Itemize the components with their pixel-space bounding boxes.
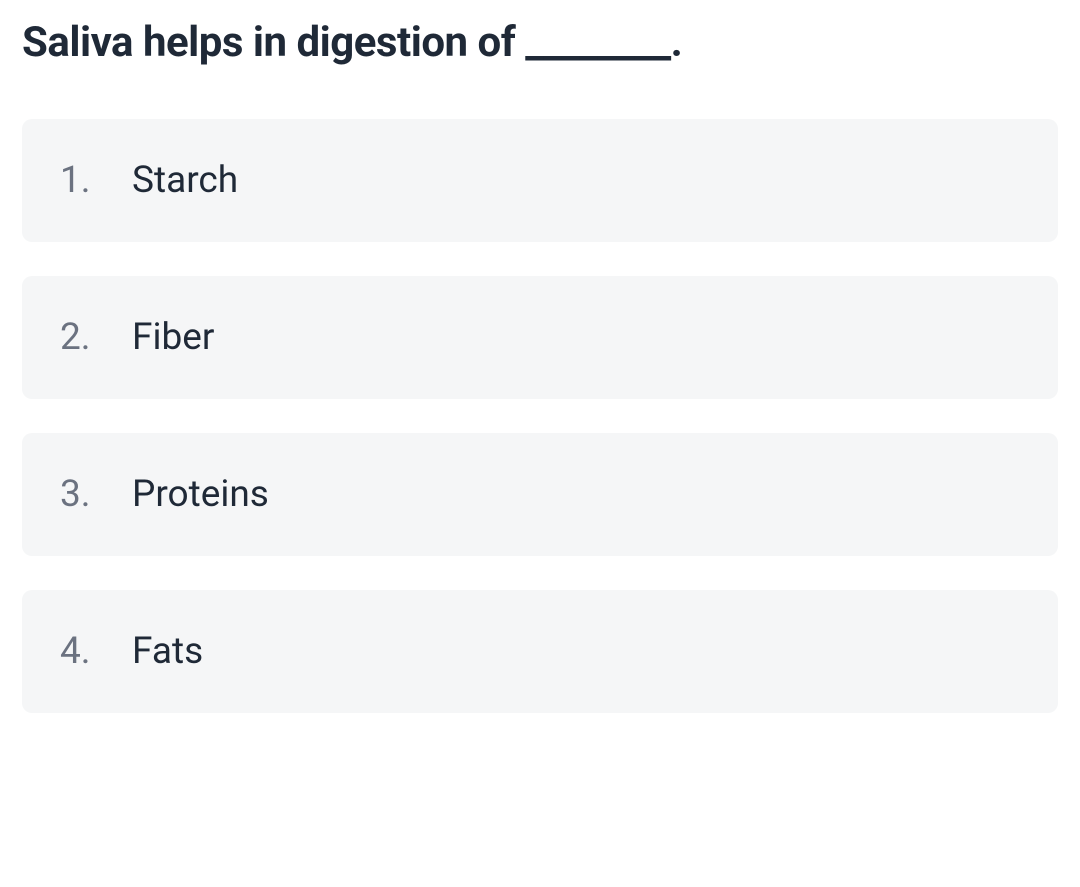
question-title: Saliva helps in digestion of ________. xyxy=(22,18,1058,67)
option-text: Fiber xyxy=(132,316,214,359)
option-item-2[interactable]: 2. Fiber xyxy=(22,276,1058,399)
options-list: 1. Starch 2. Fiber 3. Proteins 4. Fats xyxy=(22,119,1058,713)
option-item-3[interactable]: 3. Proteins xyxy=(22,433,1058,556)
option-text: Fats xyxy=(132,630,203,673)
option-text: Starch xyxy=(132,159,238,202)
option-item-1[interactable]: 1. Starch xyxy=(22,119,1058,242)
option-number: 2. xyxy=(60,316,132,359)
option-number: 3. xyxy=(60,473,132,516)
option-text: Proteins xyxy=(132,473,269,516)
option-item-4[interactable]: 4. Fats xyxy=(22,590,1058,713)
option-number: 1. xyxy=(60,159,132,202)
option-number: 4. xyxy=(60,630,132,673)
